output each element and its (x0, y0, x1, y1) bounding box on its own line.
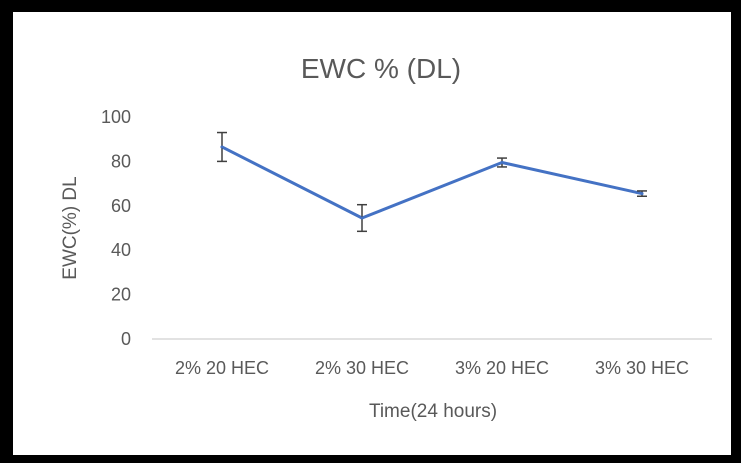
data-point (640, 192, 644, 196)
data-point (360, 216, 364, 220)
x-tick-label: 2% 30 HEC (315, 358, 409, 378)
data-point (500, 161, 504, 165)
x-axis-title: Time(24 hours) (369, 401, 497, 422)
data-point (220, 145, 224, 149)
x-tick-label: 3% 20 HEC (455, 358, 549, 378)
x-tick-label: 3% 30 HEC (595, 358, 689, 378)
y-tick-label: 80 (111, 151, 131, 171)
y-tick-label: 40 (111, 240, 131, 260)
chart-title: EWC % (DL) (301, 53, 461, 84)
series-group (217, 131, 647, 233)
y-tick-label: 20 (111, 285, 131, 305)
x-axis-ticks: 2% 20 HEC 2% 30 HEC 3% 20 HEC 3% 30 HEC (175, 358, 689, 378)
y-axis-ticks: 0 20 40 60 80 100 (101, 107, 131, 349)
y-axis-title: EWC(%) DL (60, 176, 81, 279)
y-tick-label: 60 (111, 196, 131, 216)
y-tick-label: 100 (101, 107, 131, 127)
x-tick-label: 2% 20 HEC (175, 358, 269, 378)
series-line (220, 145, 644, 220)
y-tick-label: 0 (121, 329, 131, 349)
